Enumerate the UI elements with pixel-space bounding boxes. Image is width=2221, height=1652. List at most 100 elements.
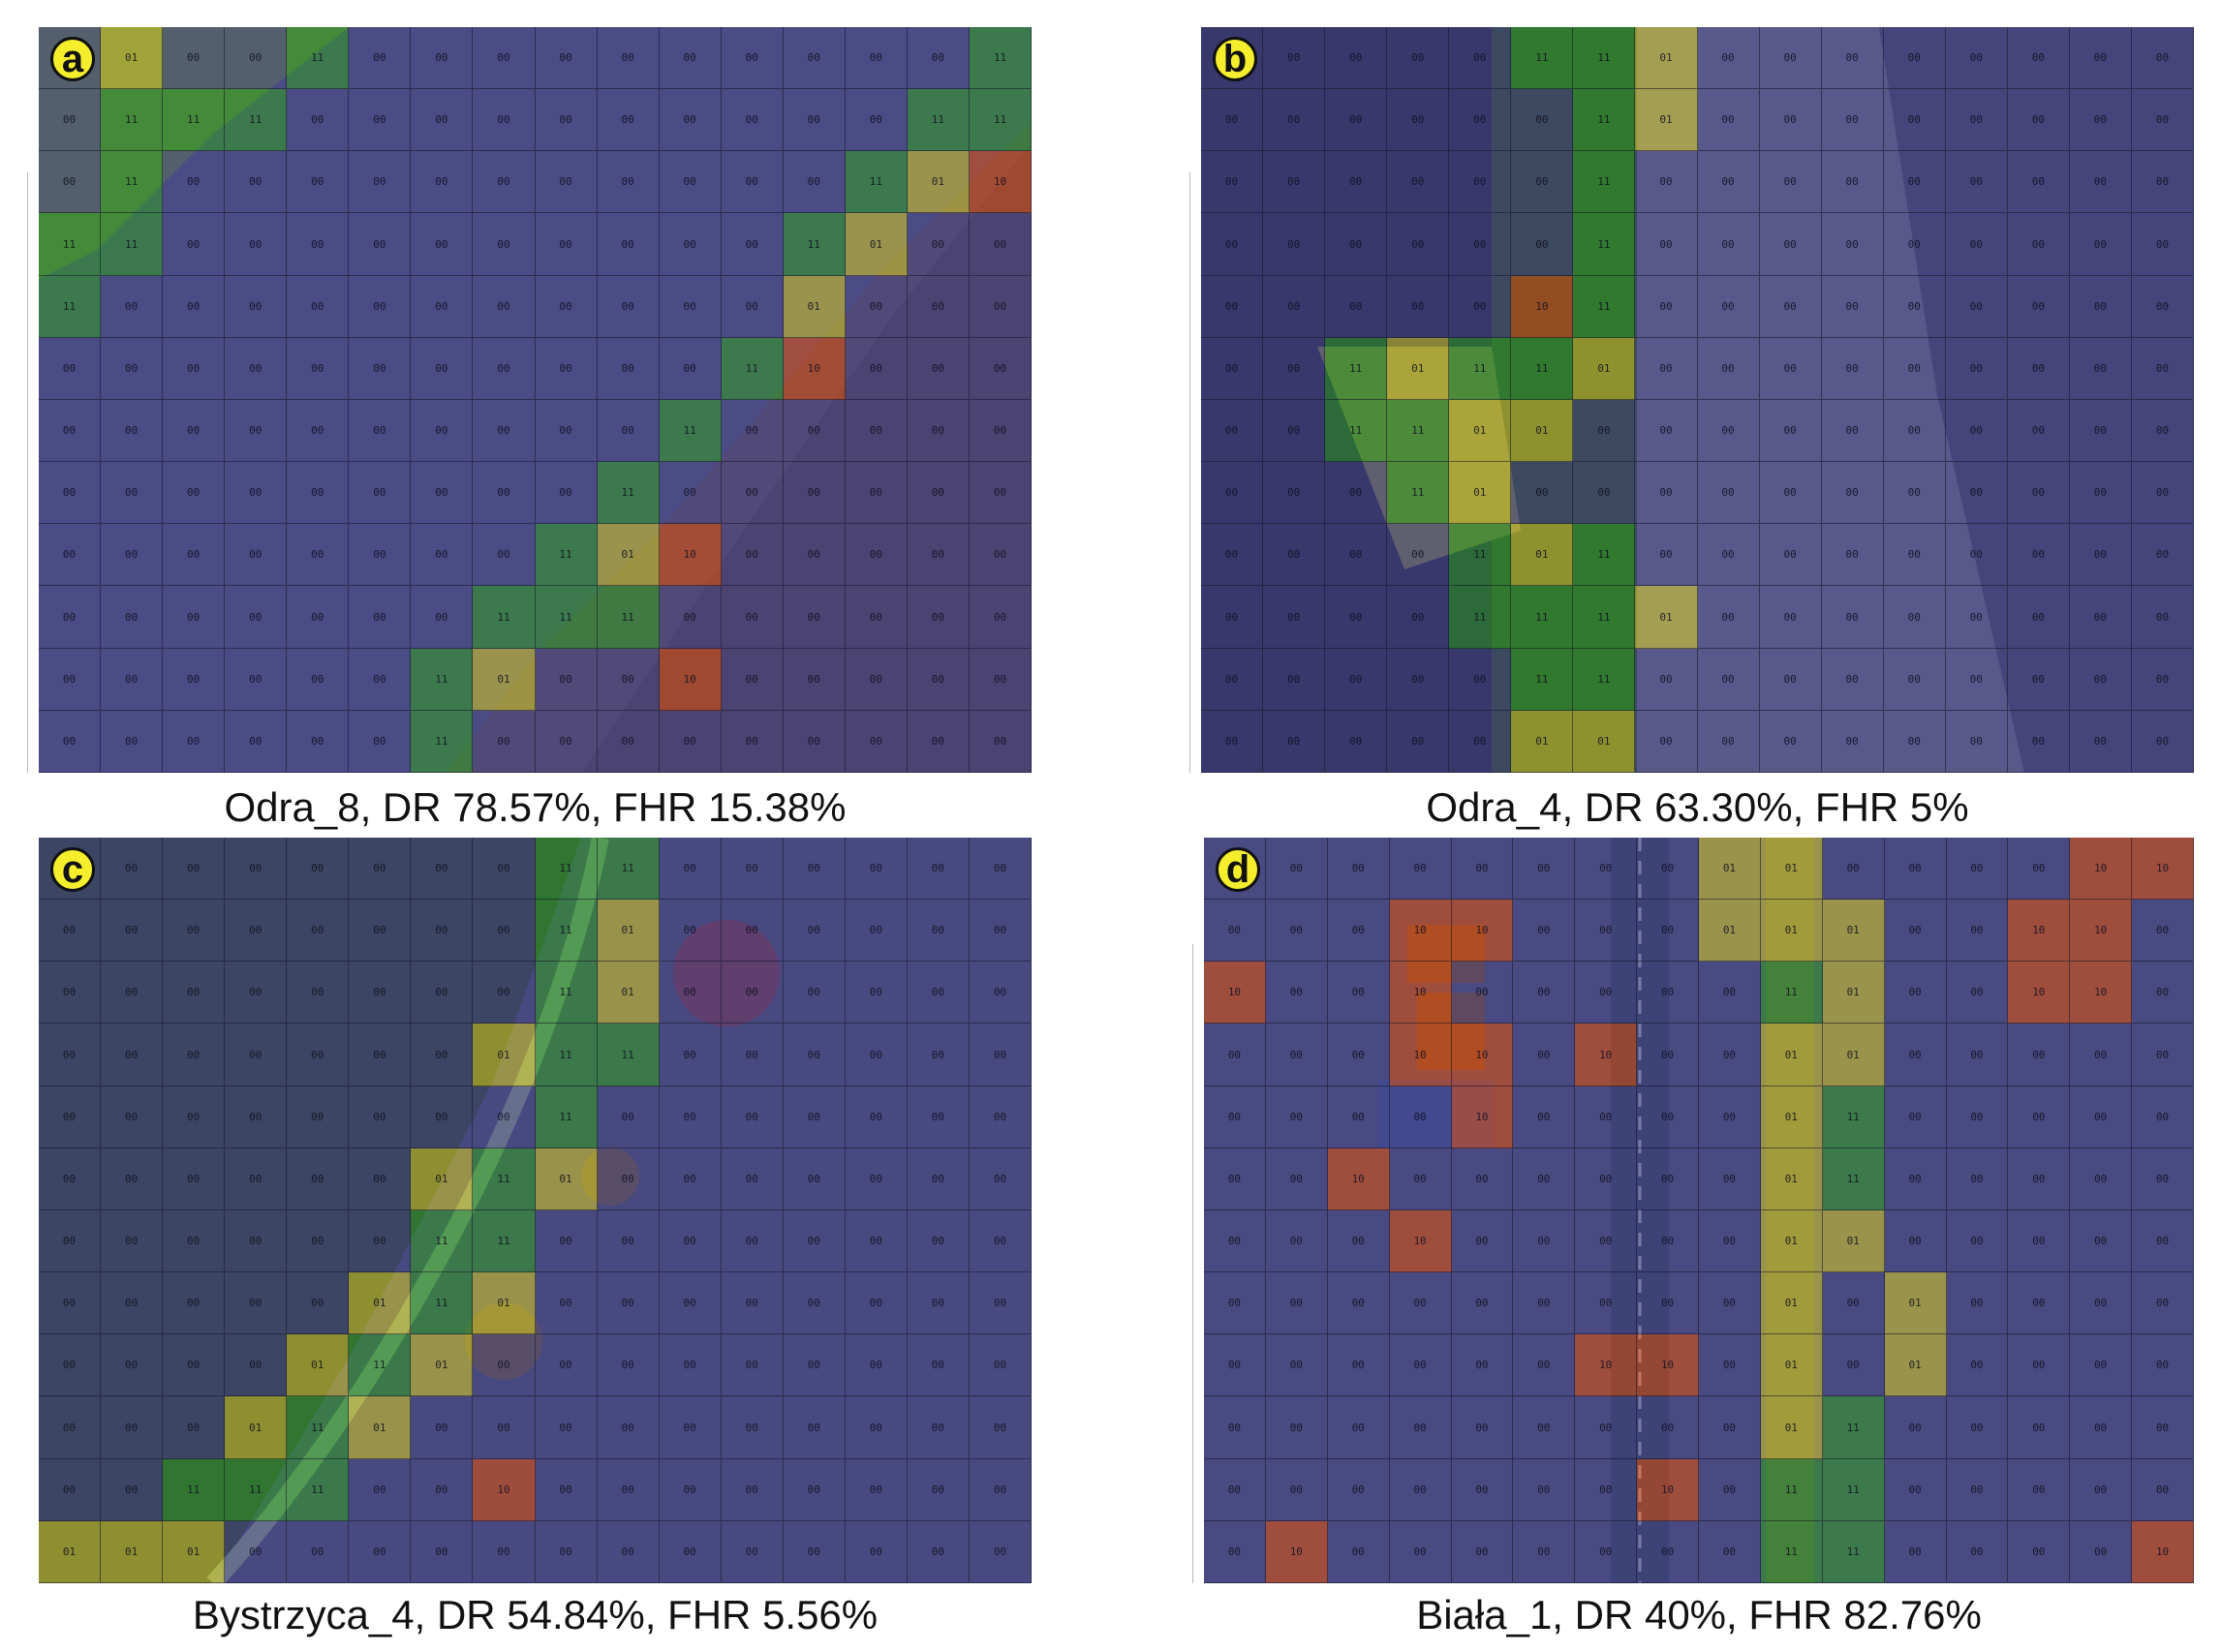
grid-cell: 00 <box>349 962 412 1025</box>
grid-cell: 00 <box>969 1147 1032 1210</box>
grid-cell: 10 <box>1204 962 1266 1025</box>
grid-cell: 00 <box>1449 275 1512 338</box>
grid-cell: 00 <box>225 1209 288 1273</box>
grid-cell: 11 <box>101 151 164 214</box>
grid-cell: 11 <box>721 337 784 400</box>
grid-cell: 01 <box>535 1147 598 1210</box>
grid-cell: 00 <box>721 838 784 901</box>
grid-cell: 00 <box>1265 1024 1328 1086</box>
grid-cell: 00 <box>1201 586 1264 649</box>
grid-cell: 00 <box>1327 1520 1390 1583</box>
grid-cell: 00 <box>845 838 908 901</box>
grid-cell: 00 <box>101 838 164 901</box>
grid-cell: 01 <box>1387 337 1450 400</box>
grid-cell: 00 <box>1699 1024 1761 1086</box>
grid-cell: 00 <box>411 1024 474 1086</box>
grid-cell: 00 <box>1325 524 1388 587</box>
grid-cell: 00 <box>349 1458 412 1521</box>
grid-cell: 00 <box>39 1147 102 1210</box>
grid-cell: 00 <box>659 462 722 525</box>
grid-cell: 00 <box>1387 27 1450 90</box>
grid-cell: 00 <box>101 1272 164 1335</box>
grid-cell: 00 <box>1759 586 1822 649</box>
grid-cell: 00 <box>2070 1209 2133 1273</box>
grid-cell: 00 <box>969 900 1032 963</box>
grid-cell: 00 <box>1265 962 1328 1025</box>
grid-cell: 00 <box>1263 399 1326 463</box>
grid-cell: 00 <box>1265 1147 1328 1210</box>
grid-cell: 00 <box>2132 962 2194 1025</box>
grid-cell: 00 <box>287 900 350 963</box>
grid-cell: 00 <box>1263 710 1326 773</box>
grid-cell: 00 <box>721 1024 784 1086</box>
grid-cell: 00 <box>907 900 970 963</box>
grid-cell: 11 <box>411 1272 474 1335</box>
grid-cell: 00 <box>1263 275 1326 338</box>
grid-cell: 00 <box>783 399 846 463</box>
grid-cell: 00 <box>597 1334 660 1397</box>
grid-cell: 00 <box>287 1272 350 1335</box>
grid-cell: 00 <box>411 1520 474 1583</box>
grid-cell: 00 <box>1884 1024 1947 1086</box>
grid-cell: 00 <box>1946 1334 2009 1397</box>
grid-cell: 00 <box>163 1272 226 1335</box>
grid-cell: 00 <box>1263 524 1326 587</box>
grid-cell: 00 <box>535 1458 598 1521</box>
grid-cell: 00 <box>783 1024 846 1086</box>
grid-cell: 00 <box>783 838 846 901</box>
grid-cell: 10 <box>1451 1086 1514 1148</box>
grid-cell: 00 <box>1821 648 1884 711</box>
grid-cell: 11 <box>535 962 598 1025</box>
grid-cell: 00 <box>1946 1396 2009 1459</box>
grid-cell: 00 <box>1946 1024 2009 1086</box>
grid-cell: 00 <box>1759 89 1822 152</box>
grid-cell: 00 <box>721 1272 784 1335</box>
grid-cell: 00 <box>1575 1396 1638 1459</box>
grid-cell: 00 <box>163 337 226 400</box>
grid-cell: 11 <box>1573 27 1636 90</box>
grid-cell: 00 <box>597 1086 660 1148</box>
grid-cell: 11 <box>659 399 722 463</box>
grid-cell: 00 <box>907 1209 970 1273</box>
grid-cell: 00 <box>1265 1086 1328 1148</box>
grid-cell: 00 <box>163 586 226 649</box>
grid-cell: 00 <box>845 1334 908 1397</box>
grid-cell: 00 <box>1821 151 1884 214</box>
grid-cell: 00 <box>2131 586 2194 649</box>
grid-cell: 00 <box>411 399 474 463</box>
grid-cell: 00 <box>473 213 536 276</box>
grid-cell: 00 <box>907 213 970 276</box>
grid-cell: 00 <box>1449 89 1512 152</box>
grid-cell: 00 <box>225 900 288 963</box>
grid-cell: 00 <box>2131 462 2194 525</box>
grid-cell: 10 <box>1265 1520 1328 1583</box>
grid-cell: 00 <box>845 1458 908 1521</box>
grid-cell: 00 <box>1389 1086 1452 1148</box>
grid-cell: 00 <box>1265 1396 1328 1459</box>
grid-cell: 00 <box>1201 151 1264 214</box>
grid-cell: 00 <box>1263 462 1326 525</box>
grid-cell: 00 <box>659 337 722 400</box>
grid-cell: 00 <box>2070 1396 2133 1459</box>
grid-cell: 00 <box>163 1209 226 1273</box>
grid-cell: 10 <box>1451 1024 1514 1086</box>
grid-cell: 00 <box>1946 1147 2009 1210</box>
grid-cell: 00 <box>597 1147 660 1210</box>
grid-cell: 00 <box>163 1147 226 1210</box>
grid-cell: 00 <box>2008 1024 2071 1086</box>
grid-cell: 00 <box>1387 89 1450 152</box>
grid-cell: 00 <box>535 213 598 276</box>
grid-cell: 00 <box>1327 900 1390 963</box>
grid-cell: 00 <box>1759 399 1822 463</box>
grid-cell: 01 <box>411 1147 474 1210</box>
grid-cell: 00 <box>473 962 536 1025</box>
grid-cell: 00 <box>349 27 412 90</box>
grid-cell: 00 <box>1637 900 1699 963</box>
grid-cell: 00 <box>1883 586 1946 649</box>
grid-cell: 11 <box>1511 648 1574 711</box>
grid-cell: 00 <box>287 337 350 400</box>
grid-cell: 00 <box>1884 1209 1947 1273</box>
grid-cell: 00 <box>783 1086 846 1148</box>
grid-cell: 11 <box>1511 27 1574 90</box>
grid-cell: 00 <box>349 337 412 400</box>
